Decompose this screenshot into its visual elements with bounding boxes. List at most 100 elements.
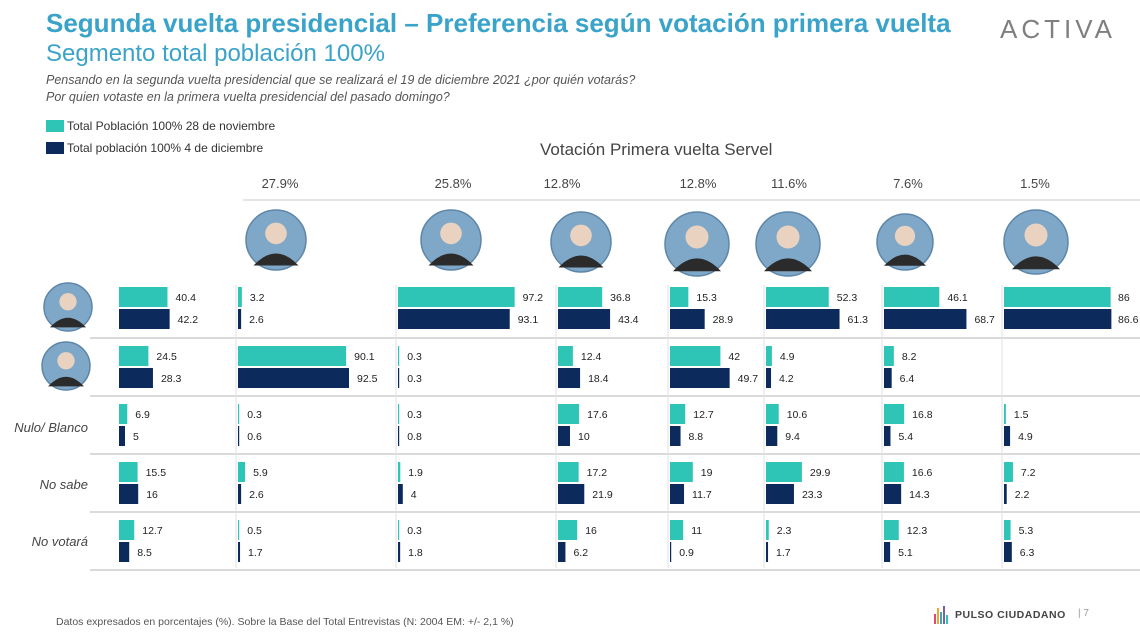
bar-label-row2-col5-s2: 4.2	[779, 373, 794, 385]
bar-label-row2-col4-s2: 49.7	[738, 373, 759, 385]
bar-row4-col6-s1	[884, 462, 904, 482]
bar-row2-col1-s2	[238, 368, 349, 388]
column-candidate-5-avatar	[755, 211, 821, 277]
bar-row2-col1-s1	[238, 346, 347, 366]
column-percentage-1: 27.9%	[261, 176, 299, 191]
bar-row1-col2-s1	[398, 287, 515, 307]
bar-label-row3-col6-s1: 16.8	[912, 409, 933, 421]
bar-label-row3-col1-s2: 0.6	[247, 431, 262, 443]
column-candidate-6-avatar	[876, 213, 934, 271]
bar-row5-col0-s2	[119, 542, 130, 562]
bar-row3-col4-s1	[670, 404, 686, 424]
bar-row5-col5-s2	[766, 542, 769, 562]
bar-label-row1-col1-s2: 2.6	[249, 314, 264, 326]
bar-row1-col7-s1	[1004, 287, 1111, 307]
bar-label-row4-col4-s2: 11.7	[692, 489, 712, 501]
bar-row3-col6-s1	[884, 404, 905, 424]
bar-label-row2-col1-s1: 90.1	[354, 351, 375, 363]
bar-label-row1-col7-s2: 86.6	[1118, 314, 1139, 326]
bar-label-row4-col4-s1: 19	[701, 467, 713, 479]
bar-row4-col7-s2	[1004, 484, 1007, 504]
bar-label-row2-col0-s1: 24.5	[156, 351, 177, 363]
row-label-no-votara: No votará	[31, 534, 88, 549]
bar-label-row2-col0-s2: 28.3	[161, 373, 182, 385]
bar-row1-col2-s2	[398, 309, 510, 329]
bar-row2-col4-s2	[670, 368, 730, 388]
legend-label-1: Total Población 100% 28 de noviembre	[67, 119, 276, 133]
bar-row1-col1-s1	[238, 287, 242, 307]
bar-label-row3-col5-s1: 10.6	[787, 409, 808, 421]
bar-label-row4-col3-s2: 21.9	[592, 489, 613, 501]
bar-row5-col4-s1	[670, 520, 684, 540]
column-candidate-2-avatar	[420, 209, 482, 271]
page-title: Segunda vuelta presidencial – Preferenci…	[46, 8, 951, 38]
bar-row3-col2-s1	[398, 404, 400, 424]
bar-row4-col2-s2	[398, 484, 403, 504]
question-1: Pensando en la segunda vuelta presidenci…	[46, 73, 636, 87]
bar-row1-col0-s2	[119, 309, 170, 329]
bar-label-row3-col7-s1: 1.5	[1014, 409, 1029, 421]
bar-row3-col7-s2	[1004, 426, 1011, 446]
bar-label-row1-col6-s2: 68.7	[974, 314, 995, 326]
bar-row5-col4-s2	[670, 542, 672, 562]
row-label-nulo: Nulo/ Blanco	[14, 420, 88, 435]
bar-row1-col4-s2	[670, 309, 705, 329]
column-percentage-4: 12.8%	[679, 176, 717, 191]
bar-row2-col5-s2	[766, 368, 772, 388]
column-percentage-7: 1.5%	[1020, 176, 1050, 191]
bar-row1-col4-s1	[670, 287, 689, 307]
column-percentage-2: 25.8%	[434, 176, 472, 191]
bar-row3-col6-s2	[884, 426, 891, 446]
bar-label-row3-col2-s1: 0.3	[407, 409, 422, 421]
bar-label-row5-col1-s2: 1.7	[248, 547, 263, 559]
bar-label-row1-col6-s1: 46.1	[947, 292, 968, 304]
bar-label-row5-col6-s2: 5.1	[898, 547, 913, 559]
bar-label-row4-col1-s2: 2.6	[249, 489, 264, 501]
bar-row1-col5-s2	[766, 309, 840, 329]
bar-label-row2-col1-s2: 92.5	[357, 373, 378, 385]
bar-row3-col0-s2	[119, 426, 125, 446]
row-candidate-1-avatar	[43, 282, 93, 332]
legend-item-2: Total población 100% 4 de diciembre	[46, 141, 263, 155]
column-candidate-4-avatar	[664, 211, 730, 277]
bar-label-row2-col5-s1: 4.9	[780, 351, 795, 363]
bar-label-row3-col0-s1: 6.9	[135, 409, 150, 421]
bar-row4-col0-s1	[119, 462, 138, 482]
bar-row3-col1-s2	[238, 426, 240, 446]
bar-label-row4-col5-s1: 29.9	[810, 467, 831, 479]
row-label-no-sabe: No sabe	[39, 477, 88, 492]
bar-row4-col3-s1	[558, 462, 579, 482]
bar-label-row5-col6-s1: 12.3	[907, 525, 928, 537]
bar-label-row4-col0-s2: 16	[146, 489, 158, 501]
bar-label-row1-col7-s1: 86	[1118, 292, 1130, 304]
column-percentage-6: 7.6%	[893, 176, 923, 191]
bar-row4-col4-s1	[670, 462, 693, 482]
legend-item-1: Total Población 100% 28 de noviembre	[46, 119, 275, 133]
bar-label-row5-col5-s2: 1.7	[776, 547, 791, 559]
question-2: Por quien votaste en la primera vuelta p…	[46, 90, 450, 104]
bar-row4-col4-s2	[670, 484, 685, 504]
bar-label-row4-col2-s1: 1.9	[408, 467, 423, 479]
bar-row3-col1-s1	[238, 404, 240, 424]
bar-label-row2-col4-s1: 42	[728, 351, 740, 363]
bar-row5-col3-s2	[558, 542, 566, 562]
bar-label-row5-col3-s2: 6.2	[573, 547, 588, 559]
bar-label-row4-col7-s2: 2.2	[1015, 489, 1030, 501]
bar-label-row5-col2-s1: 0.3	[407, 525, 422, 537]
bar-label-row2-col6-s2: 6.4	[900, 373, 915, 385]
legend-label-2: Total población 100% 4 de diciembre	[67, 141, 264, 155]
bar-row3-col7-s1	[1004, 404, 1006, 424]
bar-row1-col1-s2	[238, 309, 242, 329]
group-title: Votación Primera vuelta Servel	[540, 140, 773, 159]
bar-row2-col3-s1	[558, 346, 573, 366]
column-percentage-5: 11.6%	[771, 176, 807, 191]
bar-label-row5-col4-s2: 0.9	[679, 547, 694, 559]
bar-row4-col3-s2	[558, 484, 585, 504]
bar-label-row2-col3-s2: 18.4	[588, 373, 609, 385]
bar-row3-col3-s1	[558, 404, 580, 424]
column-candidate-1-avatar	[245, 209, 307, 271]
bar-label-row1-col2-s1: 97.2	[523, 292, 544, 304]
bar-row2-col5-s1	[766, 346, 772, 366]
bar-row4-col2-s1	[398, 462, 401, 482]
bar-row4-col0-s2	[119, 484, 139, 504]
